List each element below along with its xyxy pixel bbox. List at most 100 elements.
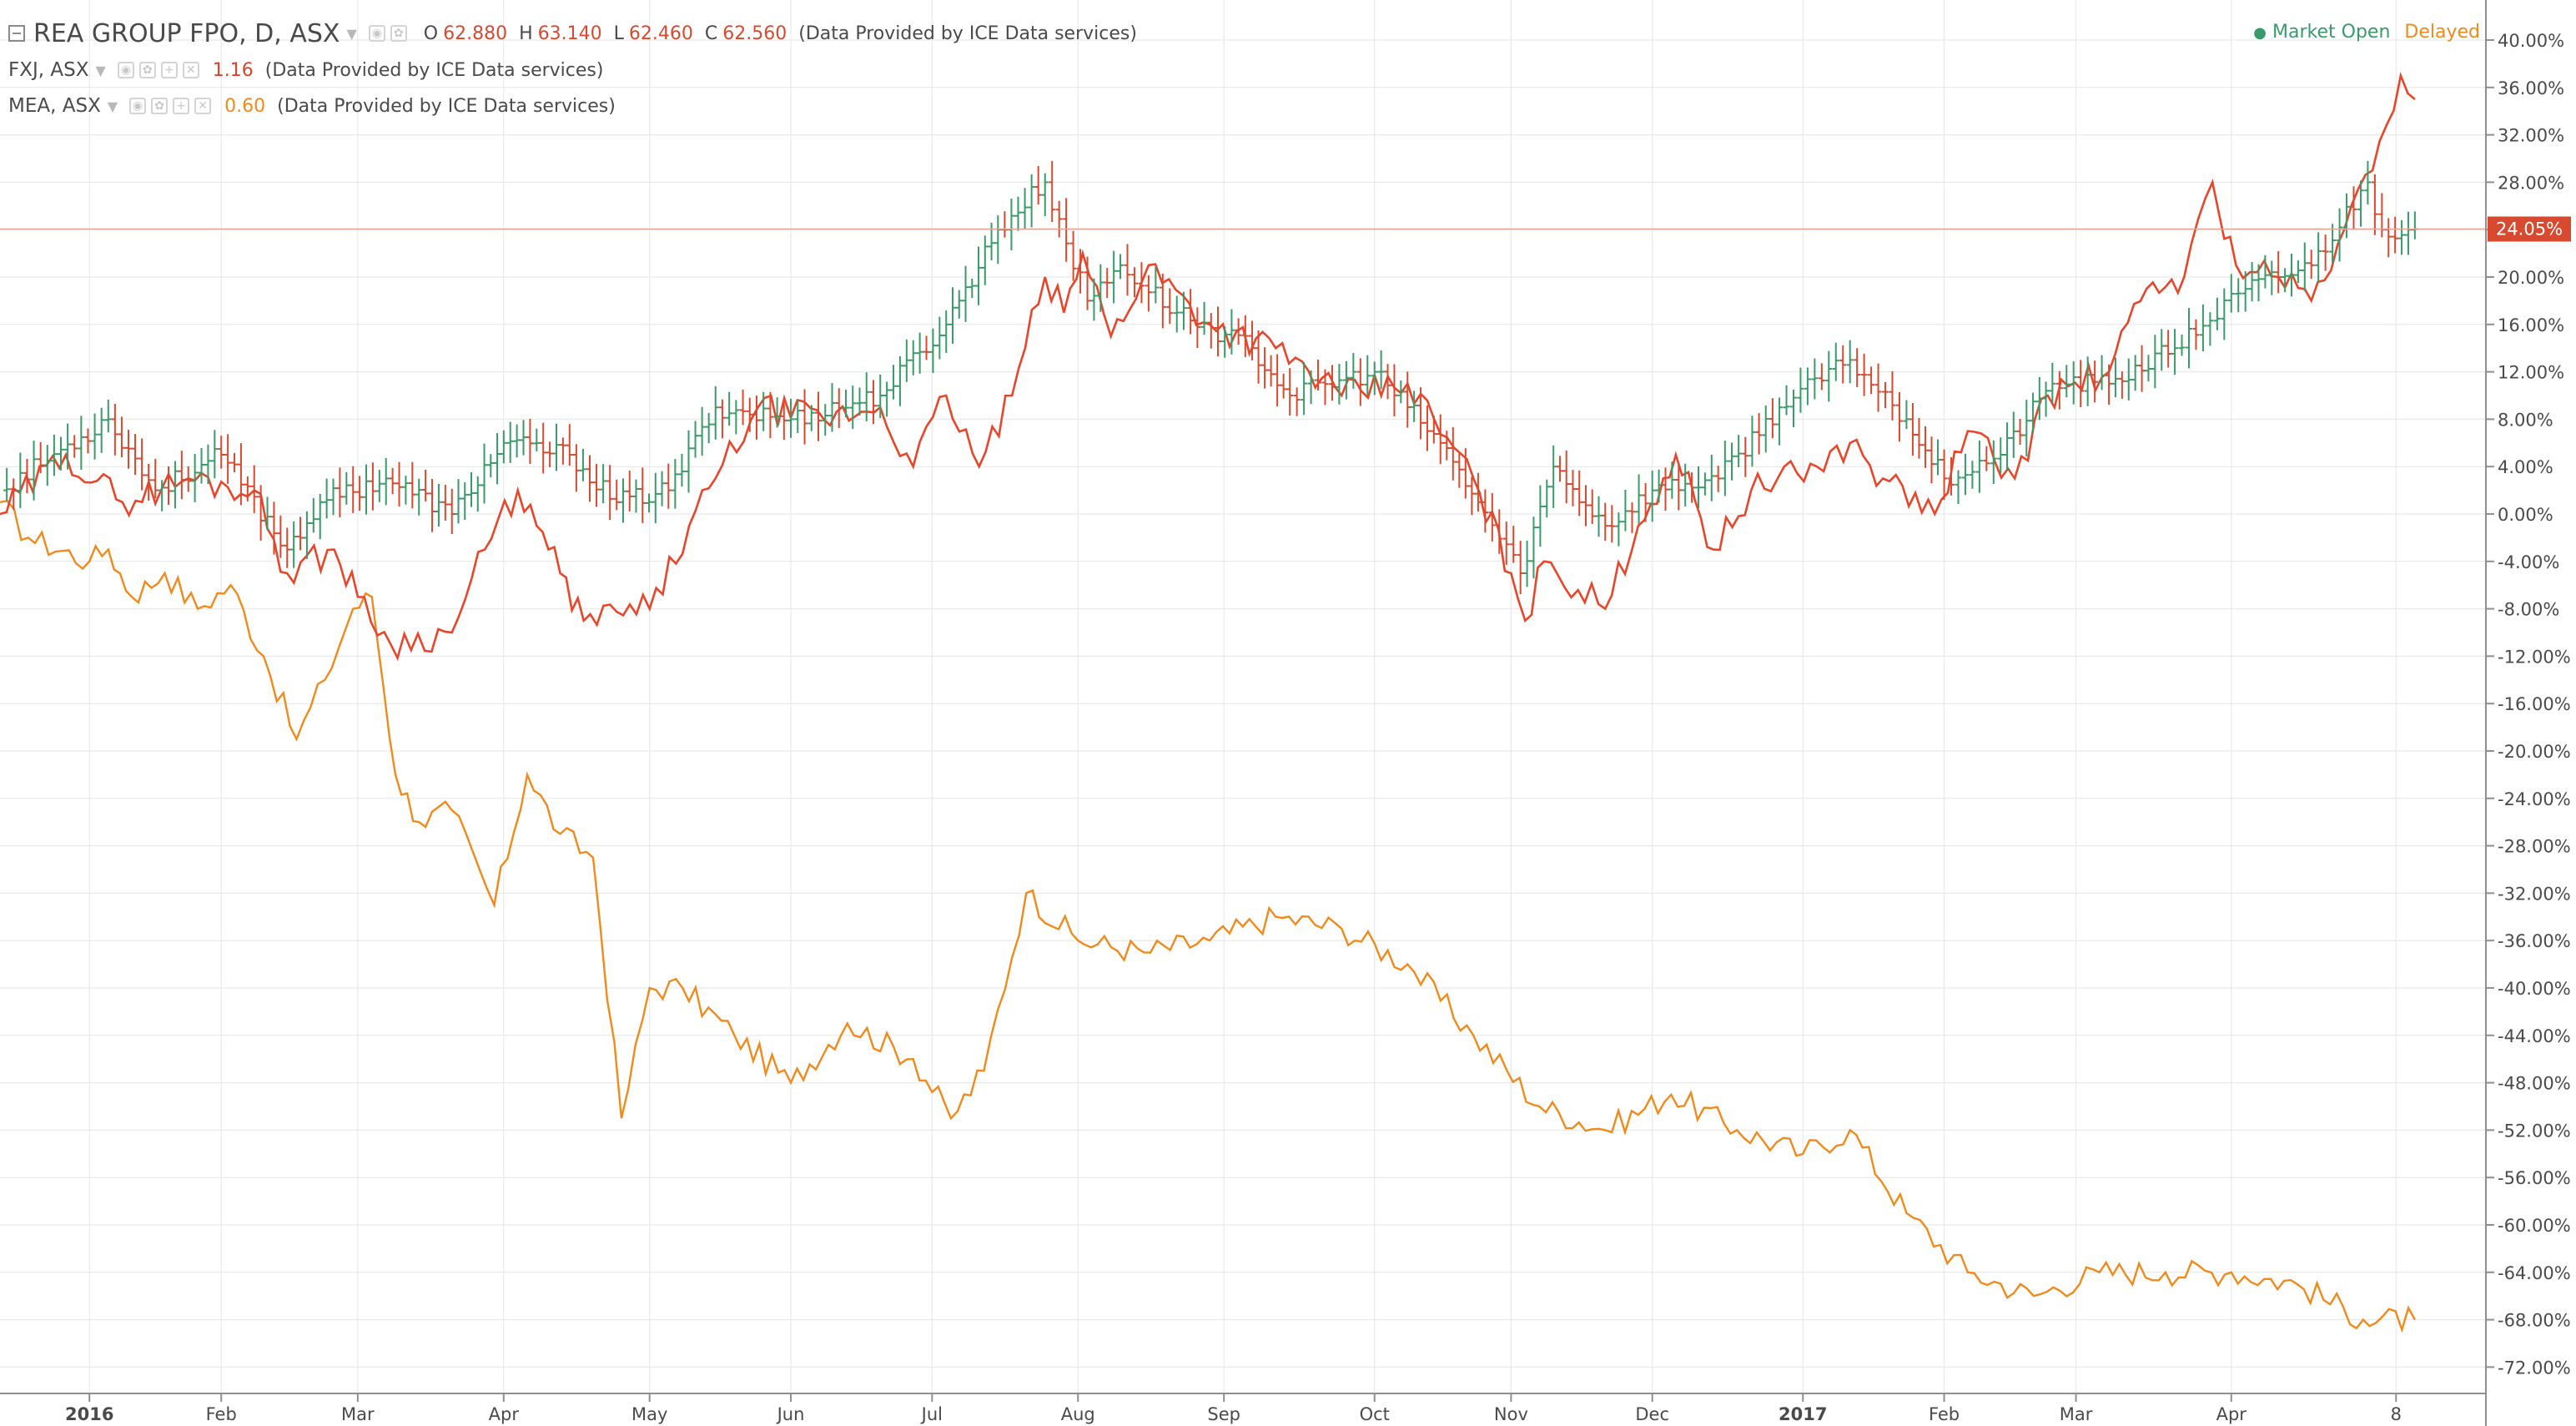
rea-ohlc-bar: [546, 441, 554, 467]
rea-ohlc-bar: [1482, 489, 1489, 533]
rea-ohlc-bar: [1874, 363, 1882, 412]
rea-ohlc-bar: [1903, 400, 1910, 430]
rea-ohlc-bar: [794, 401, 802, 433]
rea-ohlc-bar: [1860, 353, 1868, 396]
rea-ohlc-bar: [1261, 347, 1269, 389]
rea-ohlc-bar: [1688, 472, 1696, 503]
collapse-legend-icon[interactable]: [8, 25, 25, 42]
rea-ohlc-bar: [1556, 456, 1563, 482]
plus-icon[interactable]: +: [173, 98, 190, 114]
rea-ohlc-bar: [981, 235, 989, 285]
rea-ohlc-bar: [975, 246, 983, 305]
rea-ohlc-bar: [1130, 267, 1138, 298]
rea-ohlc-bar: [1055, 200, 1063, 238]
rea-ohlc-bar: [2307, 249, 2315, 280]
rea-ohlc-bar: [165, 466, 173, 505]
gear-icon[interactable]: ✿: [390, 25, 407, 42]
eye-icon[interactable]: ◉: [129, 98, 147, 114]
rea-ohlc-bar: [698, 406, 706, 456]
rea-ohlc-bar: [822, 404, 829, 436]
rea-ohlc-bar: [1940, 449, 1948, 500]
gear-icon[interactable]: ✿: [138, 62, 156, 78]
rea-ohlc-bar: [2125, 358, 2132, 401]
x-tick-label: Apr: [2216, 1404, 2247, 1424]
chevron-down-icon[interactable]: ▼: [95, 62, 106, 78]
mea-symbol-label[interactable]: MEA, ASX: [8, 95, 101, 117]
plus-icon[interactable]: +: [160, 62, 178, 78]
rea-ohlc-bar: [705, 412, 712, 444]
y-tick-label: 32.00%: [2498, 126, 2564, 146]
rea-ohlc-bar: [1675, 465, 1683, 511]
rea-ohlc-bar: [2131, 355, 2139, 391]
rea-ohlc-bar: [2411, 211, 2418, 239]
rea-ohlc-bar: [1576, 470, 1583, 516]
rea-ohlc-bar: [111, 403, 118, 456]
rea-ohlc-bar: [685, 430, 692, 493]
rea-ohlc-bar: [402, 476, 410, 505]
rea-ohlc-bar: [43, 445, 51, 486]
eye-icon[interactable]: ◉: [117, 62, 134, 78]
rea-ohlc-bar: [297, 516, 304, 551]
rea-ohlc-bar: [98, 407, 105, 453]
y-tick-label: 16.00%: [2498, 315, 2564, 335]
rea-ohlc-bar: [2118, 371, 2126, 399]
rea-ohlc-bar: [1069, 230, 1077, 281]
main-symbol-title[interactable]: REA GROUP FPO, D, ASX: [33, 18, 340, 48]
rea-ohlc-bar: [1735, 435, 1743, 468]
rea-ohlc-bar: [1642, 482, 1649, 522]
rea-ohlc-bar: [356, 476, 364, 511]
rea-ohlc-bar: [158, 480, 166, 511]
rea-ohlc-bar: [626, 470, 633, 511]
rea-ohlc-bar: [672, 459, 679, 509]
rea-ohlc-bar: [2364, 160, 2372, 204]
rea-ohlc-bar: [1084, 256, 1091, 310]
rea-ohlc-bar: [646, 493, 653, 513]
rea-ohlc-bar: [1350, 353, 1357, 389]
rea-ohlc-bar: [1152, 267, 1160, 304]
x-tick-label: Nov: [1494, 1404, 1528, 1424]
chevron-down-icon[interactable]: ▼: [107, 98, 118, 114]
rea-ohlc-bar: [58, 436, 65, 471]
mea-series-line: [0, 499, 2416, 1333]
rea-ohlc-bar: [600, 464, 607, 504]
close-icon[interactable]: ✕: [182, 62, 199, 78]
rea-ohlc-bar: [1562, 451, 1570, 504]
rea-ohlc-bar: [2016, 419, 2024, 445]
rea-ohlc-bar: [1364, 355, 1371, 396]
rea-ohlc-bar: [1384, 364, 1391, 400]
rea-ohlc-bar: [1145, 275, 1152, 312]
rea-ohlc-bar: [1635, 474, 1643, 524]
rea-ohlc-bar: [330, 478, 337, 516]
y-tick-label: 40.00%: [2498, 31, 2564, 51]
y-tick-label: -52.00%: [2498, 1121, 2571, 1141]
rea-ohlc-bar: [244, 476, 251, 501]
rea-ohlc-bar: [2178, 335, 2186, 356]
rea-ohlc-bar: [1868, 366, 1875, 395]
y-tick-label: -32.00%: [2498, 884, 2571, 904]
rea-ohlc-bar: [500, 430, 507, 464]
rea-ohlc-bar: [658, 471, 666, 506]
rea-ohlc-bar: [2098, 355, 2106, 391]
close-icon[interactable]: ✕: [194, 98, 212, 114]
rea-ohlc-bar: [1104, 268, 1111, 298]
rea-ohlc-bar: [2063, 365, 2070, 398]
market-status: ● Market Open Delayed: [2253, 22, 2480, 43]
rea-ohlc-bar: [593, 463, 601, 507]
rea-ohlc-bar: [1628, 502, 1636, 533]
delayed-label: Delayed: [2404, 22, 2480, 43]
rea-ohlc-bar: [10, 478, 18, 511]
y-tick-label: 12.00%: [2498, 363, 2564, 383]
y-tick-label: -4.00%: [2498, 552, 2559, 572]
rea-ohlc-bar: [1948, 456, 1955, 496]
fxj-symbol-label[interactable]: FXJ, ASX: [8, 59, 89, 81]
rea-ohlc-bar: [1443, 431, 1451, 461]
eye-icon[interactable]: ◉: [368, 25, 385, 42]
rea-ohlc-bar: [835, 388, 843, 428]
gear-icon[interactable]: ✿: [151, 98, 169, 114]
rea-ohlc-bar: [375, 470, 383, 502]
chevron-down-icon[interactable]: ▼: [346, 25, 357, 42]
rea-ohlc-bar: [1682, 463, 1689, 506]
rea-ohlc-bar: [1286, 368, 1294, 416]
